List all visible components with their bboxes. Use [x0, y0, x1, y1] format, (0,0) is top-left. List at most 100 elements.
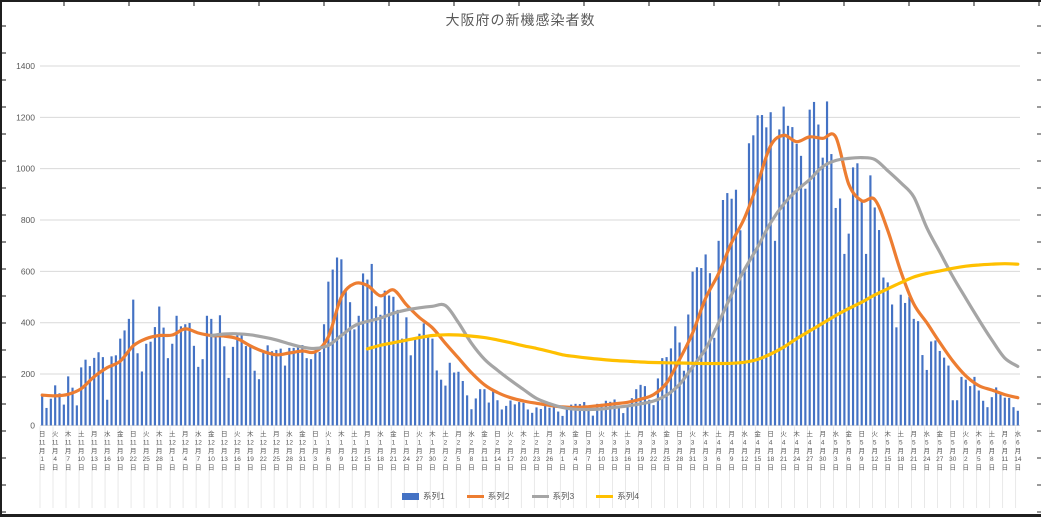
- bar[interactable]: [704, 254, 707, 426]
- bar[interactable]: [283, 365, 287, 426]
- bar[interactable]: [422, 323, 425, 426]
- bar[interactable]: [695, 267, 699, 426]
- bar[interactable]: [1016, 410, 1019, 426]
- bar[interactable]: [54, 385, 57, 426]
- bar[interactable]: [682, 370, 686, 426]
- bar[interactable]: [687, 314, 690, 426]
- bar[interactable]: [218, 315, 222, 426]
- bar[interactable]: [387, 295, 391, 426]
- bar[interactable]: [366, 279, 369, 426]
- bar[interactable]: [184, 324, 187, 426]
- bar[interactable]: [765, 127, 768, 426]
- bar[interactable]: [969, 386, 972, 426]
- legend-item-series2[interactable]: 系列2: [466, 490, 510, 502]
- bar[interactable]: [609, 401, 612, 426]
- bar[interactable]: [925, 369, 928, 426]
- bar[interactable]: [192, 345, 196, 426]
- bar[interactable]: [309, 359, 313, 426]
- bar[interactable]: [257, 379, 261, 426]
- bar[interactable]: [548, 407, 551, 426]
- bar[interactable]: [943, 357, 946, 426]
- bar[interactable]: [266, 345, 269, 426]
- bar[interactable]: [249, 345, 252, 426]
- bar[interactable]: [795, 143, 798, 426]
- bar[interactable]: [808, 109, 811, 426]
- bar[interactable]: [851, 167, 855, 426]
- bar[interactable]: [322, 324, 326, 426]
- bar[interactable]: [812, 101, 816, 426]
- bar[interactable]: [995, 387, 998, 426]
- bar[interactable]: [474, 398, 477, 426]
- bar[interactable]: [162, 327, 165, 426]
- bar[interactable]: [613, 399, 616, 426]
- bar[interactable]: [244, 346, 248, 426]
- bar[interactable]: [201, 359, 204, 426]
- bar[interactable]: [414, 337, 417, 426]
- bar[interactable]: [843, 253, 846, 426]
- chart-title[interactable]: 大阪府の新機感染者数: [445, 12, 596, 28]
- bar[interactable]: [292, 347, 295, 426]
- bar[interactable]: [557, 411, 560, 426]
- bar[interactable]: [912, 318, 915, 426]
- bar[interactable]: [496, 400, 499, 426]
- bar[interactable]: [505, 405, 508, 426]
- bar-series-1[interactable]: [41, 101, 1019, 426]
- bar[interactable]: [825, 101, 829, 426]
- bar[interactable]: [440, 379, 443, 426]
- bar[interactable]: [544, 404, 547, 426]
- bar[interactable]: [752, 135, 755, 426]
- bar[interactable]: [730, 198, 733, 426]
- bar[interactable]: [665, 357, 668, 426]
- line-series-3[interactable]: [209, 155, 1020, 412]
- bar[interactable]: [830, 154, 833, 426]
- bar[interactable]: [596, 403, 599, 426]
- bar[interactable]: [782, 106, 785, 426]
- bar[interactable]: [990, 397, 993, 426]
- bar[interactable]: [361, 273, 365, 426]
- bar[interactable]: [210, 318, 213, 426]
- bar[interactable]: [674, 326, 677, 426]
- bar[interactable]: [535, 407, 538, 426]
- bar[interactable]: [734, 189, 738, 426]
- bar[interactable]: [331, 269, 334, 426]
- bar[interactable]: [236, 335, 239, 426]
- bar[interactable]: [344, 288, 347, 426]
- bar[interactable]: [982, 400, 985, 426]
- bar[interactable]: [318, 351, 321, 426]
- bar[interactable]: [45, 407, 48, 426]
- bar[interactable]: [743, 270, 746, 426]
- bar[interactable]: [817, 124, 820, 426]
- bar[interactable]: [132, 299, 135, 426]
- bar[interactable]: [600, 403, 603, 426]
- bar[interactable]: [717, 240, 720, 426]
- bar[interactable]: [661, 358, 664, 426]
- bar[interactable]: [197, 366, 200, 426]
- bar[interactable]: [604, 400, 607, 426]
- bar[interactable]: [648, 399, 651, 426]
- bar[interactable]: [778, 129, 781, 426]
- bar[interactable]: [175, 315, 178, 426]
- bar[interactable]: [114, 355, 117, 426]
- bar[interactable]: [409, 355, 412, 426]
- bar[interactable]: [821, 157, 824, 426]
- bar[interactable]: [856, 163, 859, 426]
- bar[interactable]: [153, 327, 156, 426]
- bar[interactable]: [492, 388, 495, 426]
- bar[interactable]: [275, 349, 278, 426]
- bar[interactable]: [873, 207, 876, 426]
- bar[interactable]: [700, 268, 703, 426]
- bar[interactable]: [327, 281, 330, 426]
- bar[interactable]: [461, 380, 464, 426]
- bar[interactable]: [448, 362, 451, 426]
- bar[interactable]: [67, 376, 70, 426]
- bar[interactable]: [166, 358, 170, 426]
- bar[interactable]: [405, 317, 408, 426]
- legend-item-series3[interactable]: 系列3: [531, 490, 574, 502]
- bar[interactable]: [457, 371, 460, 426]
- bar[interactable]: [335, 257, 339, 426]
- bar[interactable]: [262, 352, 265, 426]
- bar[interactable]: [565, 408, 568, 426]
- bar[interactable]: [353, 329, 356, 426]
- bar[interactable]: [188, 322, 191, 426]
- bar[interactable]: [522, 402, 525, 426]
